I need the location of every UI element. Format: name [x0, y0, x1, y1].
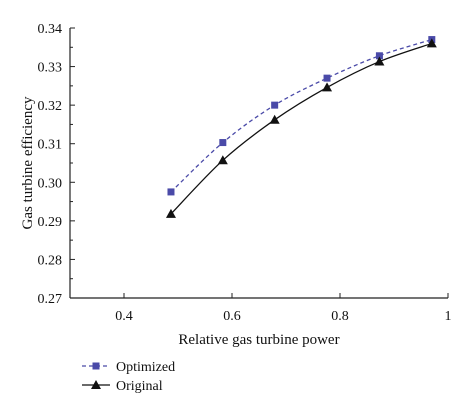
data-point-optimized	[167, 188, 175, 196]
data-point-original	[322, 82, 333, 92]
x-axis-ticks: 0.4 0.6 0.8 1	[115, 293, 452, 324]
y-tick-label: 0.30	[38, 176, 63, 191]
axes	[69, 28, 448, 299]
series-lines	[170, 38, 433, 215]
x-tick-label: 0.8	[331, 309, 349, 324]
y-axis-ticks: 0.27 0.28 0.29 0.30 0.31 0.32 0.33 0.34	[38, 22, 75, 307]
legend-marker-original	[91, 380, 101, 389]
x-tick-label: 0.6	[223, 309, 241, 324]
y-tick-label: 0.34	[38, 22, 63, 37]
y-tick-label: 0.28	[38, 253, 63, 268]
data-point-original	[165, 208, 176, 218]
x-axis-label: Relative gas turbine power	[178, 332, 339, 348]
data-point-optimized	[271, 101, 279, 109]
legend-label-optimized: Optimized	[116, 360, 175, 375]
data-point-optimized	[375, 52, 383, 60]
x-tick-label: 0.4	[115, 309, 133, 324]
series-markers	[165, 36, 437, 218]
legend-marker-optimized	[92, 362, 100, 370]
data-point-original	[217, 155, 228, 165]
x-tick-label: 1	[445, 309, 452, 324]
y-tick-label: 0.27	[38, 292, 63, 307]
data-point-optimized	[219, 139, 227, 147]
data-point-original	[426, 38, 437, 48]
y-tick-label: 0.32	[38, 99, 63, 114]
y-axis-label: Gas turbine efficiency	[20, 96, 36, 230]
series-line-original	[170, 42, 433, 215]
y-tick-label: 0.31	[38, 138, 63, 153]
data-point-optimized	[323, 74, 331, 82]
legend-item-optimized: Optimized	[82, 360, 175, 375]
y-tick-label: 0.29	[38, 215, 63, 230]
legend-label-original: Original	[116, 379, 163, 394]
series-line-optimized	[170, 38, 432, 193]
data-point-original	[374, 56, 385, 66]
legend: Optimized Original	[82, 360, 175, 394]
legend-item-original: Original	[82, 379, 163, 394]
data-point-original	[269, 114, 280, 124]
y-tick-label: 0.33	[38, 61, 63, 76]
